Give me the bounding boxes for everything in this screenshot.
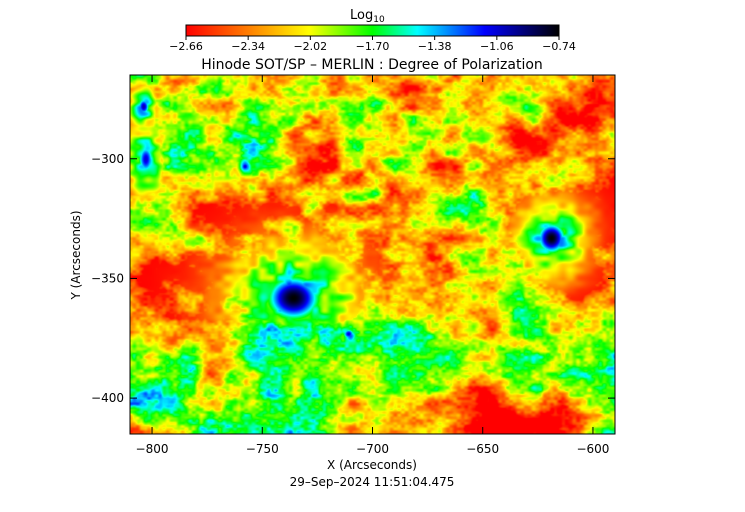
y-axis-label: Y (Arcseconds)	[69, 210, 83, 300]
heatmap-image	[130, 75, 615, 434]
y-tick-label: −400	[91, 391, 124, 405]
x-tick-label: −650	[466, 442, 499, 456]
x-tick-label: −750	[246, 442, 279, 456]
colorbar-tick-label: −1.38	[418, 40, 452, 53]
colorbar-tick-label: −1.06	[480, 40, 514, 53]
colorbar-tick-label: −2.34	[231, 40, 265, 53]
colorbar-tick-label: −1.70	[356, 40, 390, 53]
timestamp: 29–Sep–2024 11:51:04.475	[290, 475, 455, 489]
x-tick-label: −600	[576, 442, 609, 456]
colorbar-tick-label: −2.02	[293, 40, 327, 53]
x-tick-label: −800	[136, 442, 169, 456]
colorbar-ticks: −2.66 −2.34 −2.02 −1.70 −1.38 −1.06 −0.74	[169, 36, 576, 53]
x-tick-label: −700	[356, 442, 389, 456]
y-tick-label: −350	[91, 271, 124, 285]
colorbar-label: Log10	[350, 8, 385, 25]
chart-title: Hinode SOT/SP – MERLIN : Degree of Polar…	[201, 57, 543, 73]
colorbar	[185, 24, 560, 37]
x-axis: −800 −750 −700 −650 −600	[136, 75, 609, 456]
colorbar-tick-label: −2.66	[169, 40, 203, 53]
y-tick-label: −300	[91, 152, 124, 166]
x-axis-label: X (Arcseconds)	[327, 458, 417, 472]
y-axis: −300 −350 −400	[91, 152, 615, 405]
colorbar-tick-label: −0.74	[542, 40, 576, 53]
heatmap-area	[130, 75, 615, 434]
